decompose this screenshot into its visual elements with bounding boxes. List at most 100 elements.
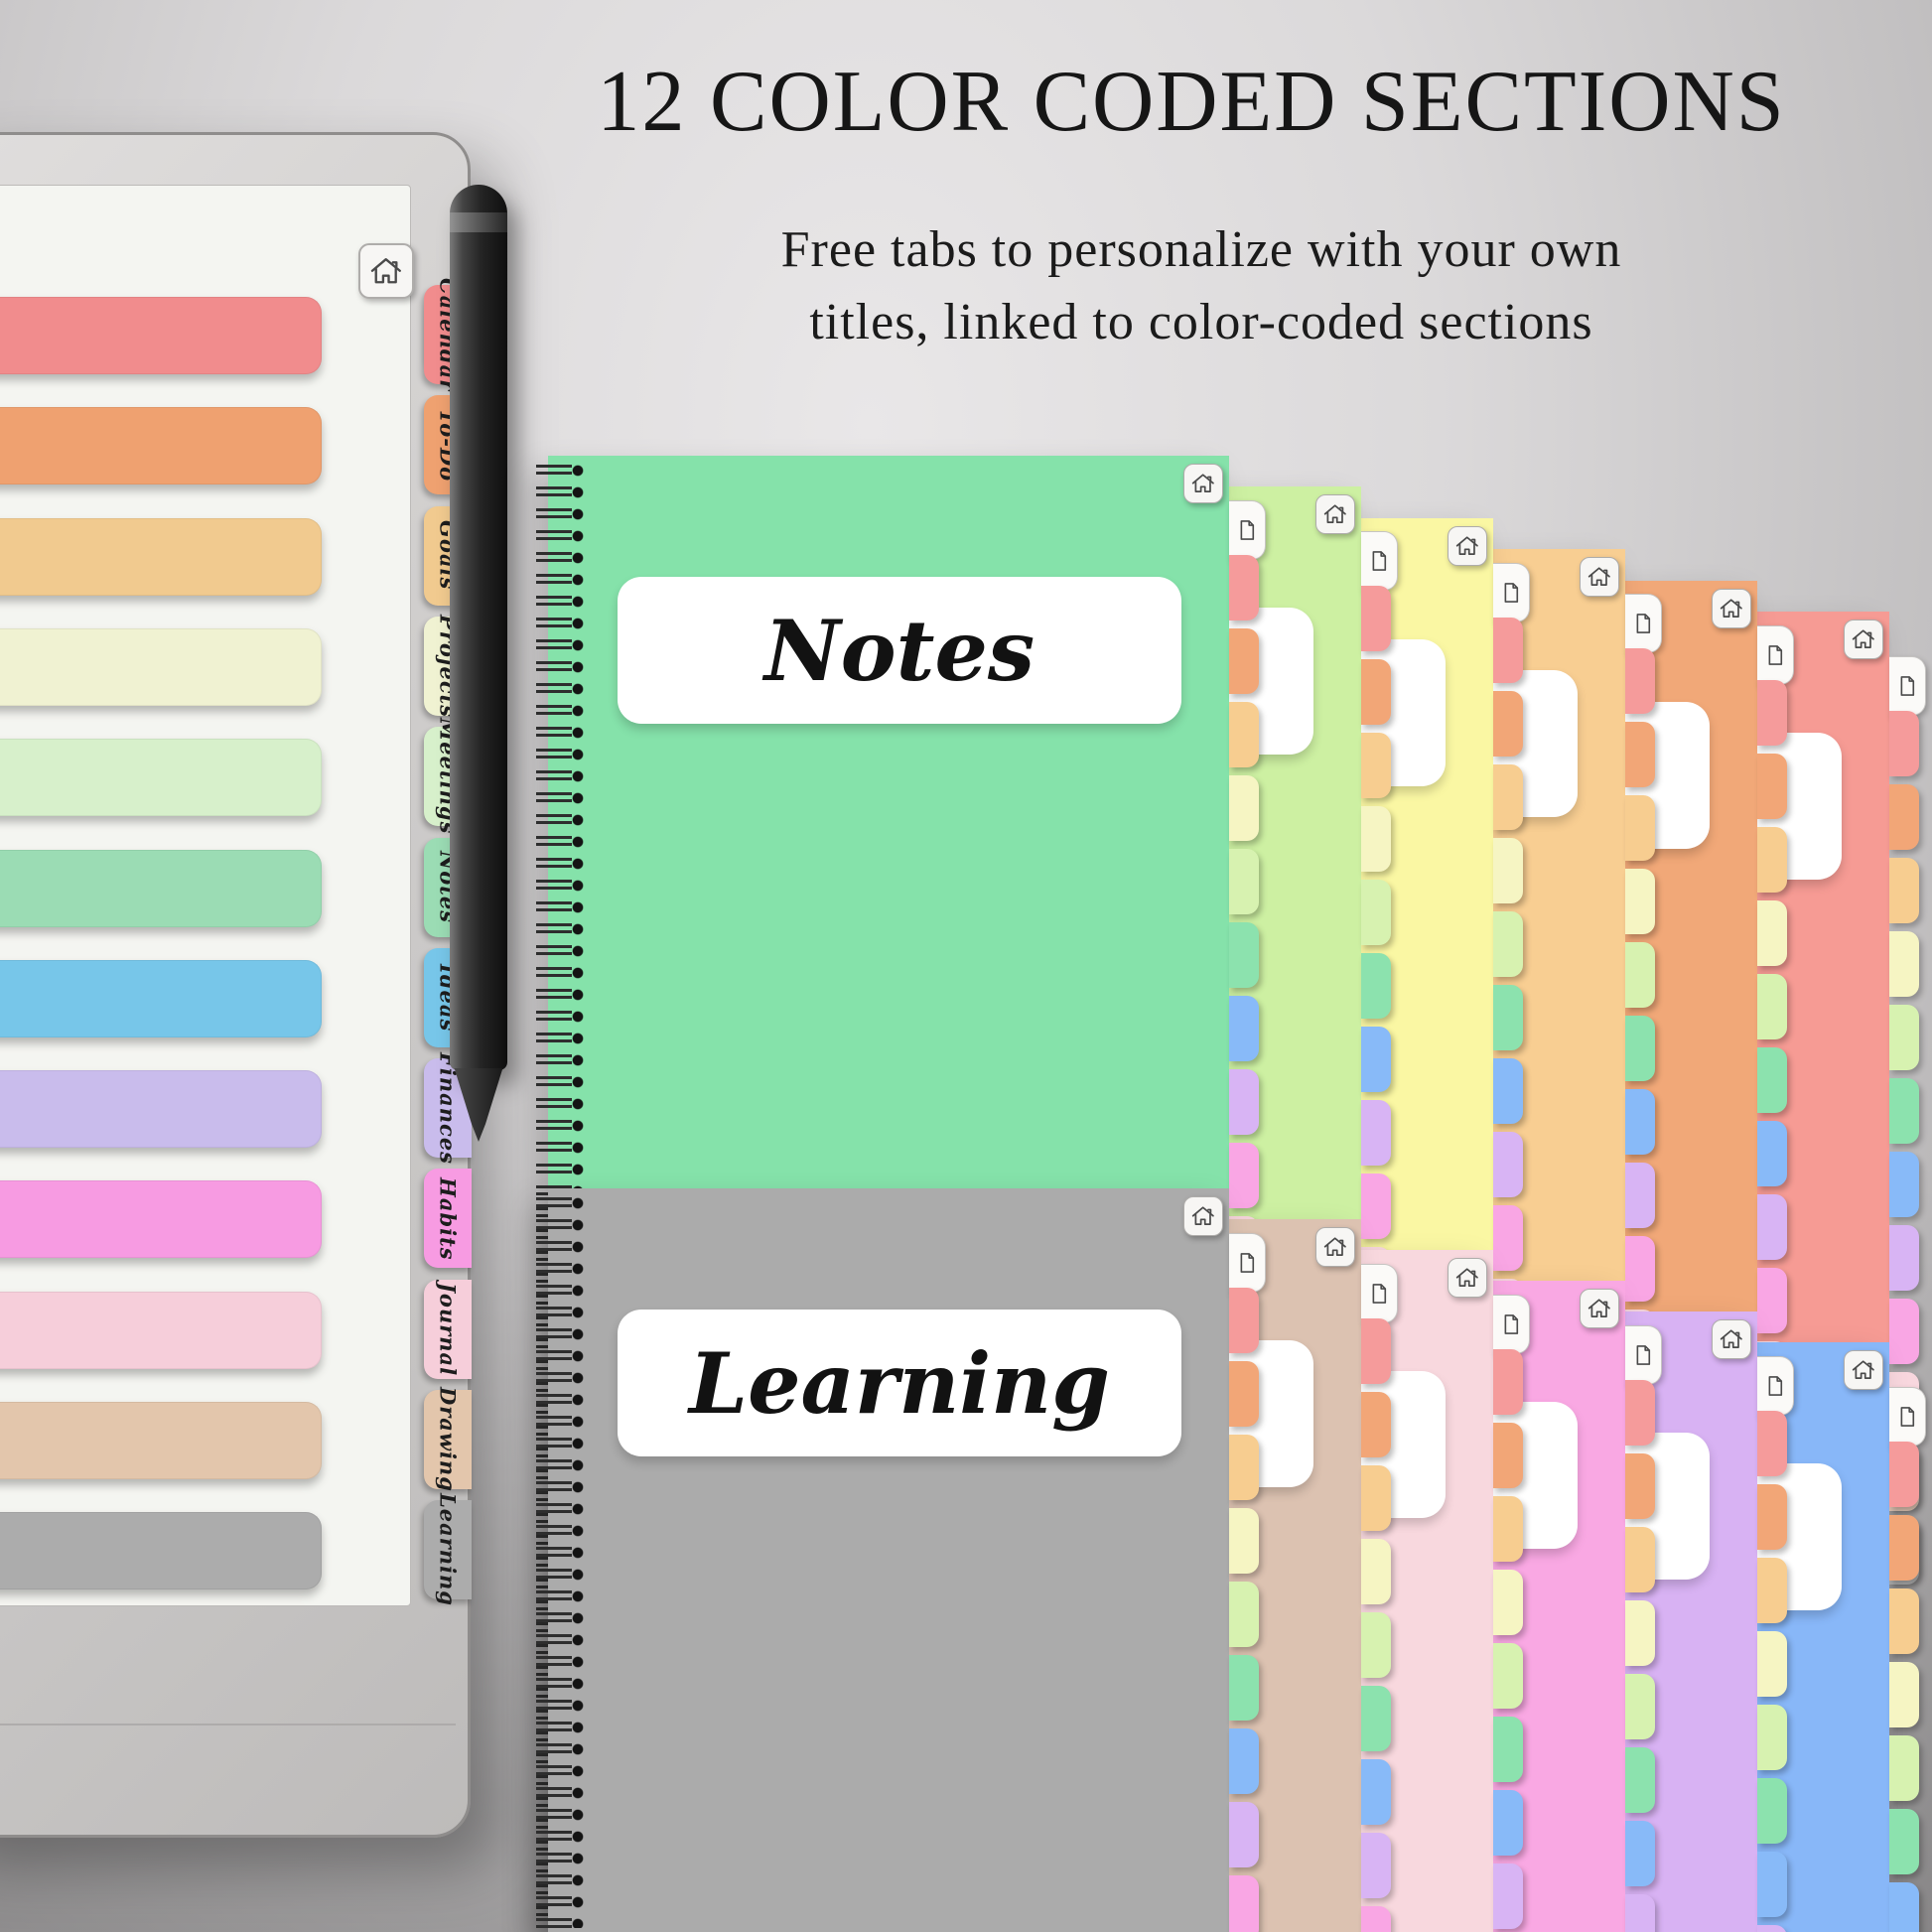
section-tab[interactable] (1361, 1392, 1391, 1457)
section-tab[interactable] (1625, 1821, 1655, 1886)
section-tab[interactable] (1625, 1163, 1655, 1228)
section-tab[interactable] (1625, 942, 1655, 1008)
section-tab[interactable] (1493, 985, 1523, 1050)
section-tab[interactable] (1361, 659, 1391, 725)
home-button[interactable] (1448, 1258, 1487, 1298)
new-page-tab[interactable] (1493, 1295, 1530, 1354)
section-tab[interactable] (1757, 827, 1787, 893)
new-page-tab[interactable] (1361, 531, 1398, 591)
section-tab[interactable] (1757, 1925, 1787, 1932)
section-tab[interactable] (1493, 1863, 1523, 1929)
section-tab[interactable] (1361, 1759, 1391, 1825)
new-page-tab[interactable] (1889, 1387, 1926, 1447)
home-button[interactable] (1183, 1196, 1223, 1236)
color-bar-journal[interactable] (0, 1291, 322, 1369)
color-bar-goals[interactable] (0, 517, 322, 596)
section-tab[interactable] (1889, 931, 1919, 997)
home-button[interactable] (1712, 1319, 1751, 1359)
section-tab[interactable] (1625, 1453, 1655, 1519)
section-tab-habits[interactable]: Habits (424, 1169, 472, 1269)
section-tab[interactable] (1889, 1809, 1919, 1874)
section-tab[interactable] (1757, 1558, 1787, 1623)
home-button[interactable] (1844, 1350, 1883, 1390)
section-tab[interactable] (1889, 1005, 1919, 1070)
section-tab[interactable] (1493, 618, 1523, 683)
new-page-tab[interactable] (1493, 563, 1530, 622)
section-tab-learning[interactable]: Learning (424, 1493, 472, 1606)
home-button[interactable] (1183, 464, 1223, 503)
home-button[interactable] (1712, 589, 1751, 628)
section-tab[interactable] (1757, 1852, 1787, 1917)
section-tab[interactable] (1625, 1527, 1655, 1592)
section-tab[interactable] (1757, 1194, 1787, 1260)
section-tab[interactable] (1493, 1132, 1523, 1197)
section-tab[interactable] (1625, 1674, 1655, 1739)
color-bar-meetings[interactable] (0, 739, 322, 817)
section-tab[interactable] (1757, 1778, 1787, 1844)
section-tab[interactable] (1625, 1236, 1655, 1302)
section-tab[interactable] (1493, 1570, 1523, 1635)
section-tab[interactable] (1361, 1100, 1391, 1166)
section-tab[interactable] (1889, 1299, 1919, 1364)
section-tab[interactable] (1229, 702, 1259, 767)
section-tab[interactable] (1361, 1027, 1391, 1092)
color-bar-notes[interactable] (0, 849, 322, 927)
section-tab[interactable] (1229, 922, 1259, 988)
section-tab[interactable] (1229, 1802, 1259, 1867)
section-tab[interactable] (1625, 795, 1655, 861)
section-tab[interactable] (1493, 1058, 1523, 1124)
section-tab[interactable] (1229, 555, 1259, 621)
section-tab[interactable] (1361, 1318, 1391, 1384)
section-tab[interactable] (1229, 1069, 1259, 1135)
section-tab[interactable] (1889, 1588, 1919, 1654)
section-tab[interactable] (1361, 880, 1391, 945)
section-tab[interactable] (1229, 1728, 1259, 1794)
section-tab[interactable] (1757, 1631, 1787, 1697)
color-bar-calendar[interactable] (0, 297, 322, 374)
section-tab[interactable] (1757, 1268, 1787, 1333)
section-tab[interactable] (1493, 691, 1523, 757)
section-tab[interactable] (1361, 1612, 1391, 1678)
new-page-tab[interactable] (1625, 594, 1662, 653)
section-tab[interactable] (1493, 1496, 1523, 1562)
section-tab[interactable] (1229, 1361, 1259, 1427)
section-tab[interactable] (1493, 1643, 1523, 1709)
section-tab[interactable] (1889, 858, 1919, 923)
new-page-tab[interactable] (1229, 1233, 1266, 1293)
color-bar-habits[interactable] (0, 1180, 322, 1259)
home-button[interactable] (1580, 557, 1619, 597)
new-page-tab[interactable] (1757, 625, 1794, 685)
section-tab[interactable] (1229, 996, 1259, 1061)
section-tab[interactable] (1361, 586, 1391, 651)
new-page-tab[interactable] (1625, 1325, 1662, 1385)
section-tab[interactable] (1625, 1600, 1655, 1666)
section-tab[interactable] (1889, 1078, 1919, 1144)
section-tab[interactable] (1229, 1508, 1259, 1574)
section-tab[interactable] (1493, 1423, 1523, 1488)
section-tab[interactable] (1361, 1906, 1391, 1932)
section-tab[interactable] (1229, 775, 1259, 841)
section-tab[interactable] (1361, 1173, 1391, 1239)
section-tab-drawing[interactable]: Drawing (424, 1387, 472, 1492)
section-tab[interactable] (1229, 1288, 1259, 1353)
section-tab[interactable] (1889, 1442, 1919, 1507)
section-tab[interactable] (1229, 628, 1259, 694)
section-tab[interactable] (1757, 1705, 1787, 1770)
home-button[interactable] (1580, 1289, 1619, 1328)
section-tab[interactable] (1625, 1380, 1655, 1446)
color-bar-ideas[interactable] (0, 959, 322, 1037)
section-tab-journal[interactable]: Journal (424, 1279, 472, 1379)
section-tab[interactable] (1889, 1515, 1919, 1581)
section-tab[interactable] (1493, 764, 1523, 830)
new-page-tab[interactable] (1361, 1264, 1398, 1323)
section-tab[interactable] (1757, 1047, 1787, 1113)
section-tab[interactable] (1889, 1662, 1919, 1727)
section-tab[interactable] (1889, 1152, 1919, 1217)
section-tab[interactable] (1229, 849, 1259, 914)
home-button[interactable] (358, 243, 414, 299)
color-bar-learning[interactable] (0, 1512, 322, 1590)
section-tab[interactable] (1625, 869, 1655, 934)
section-tab[interactable] (1361, 806, 1391, 872)
section-tab-notes[interactable]: Notes (424, 837, 472, 937)
section-tab[interactable] (1757, 974, 1787, 1039)
